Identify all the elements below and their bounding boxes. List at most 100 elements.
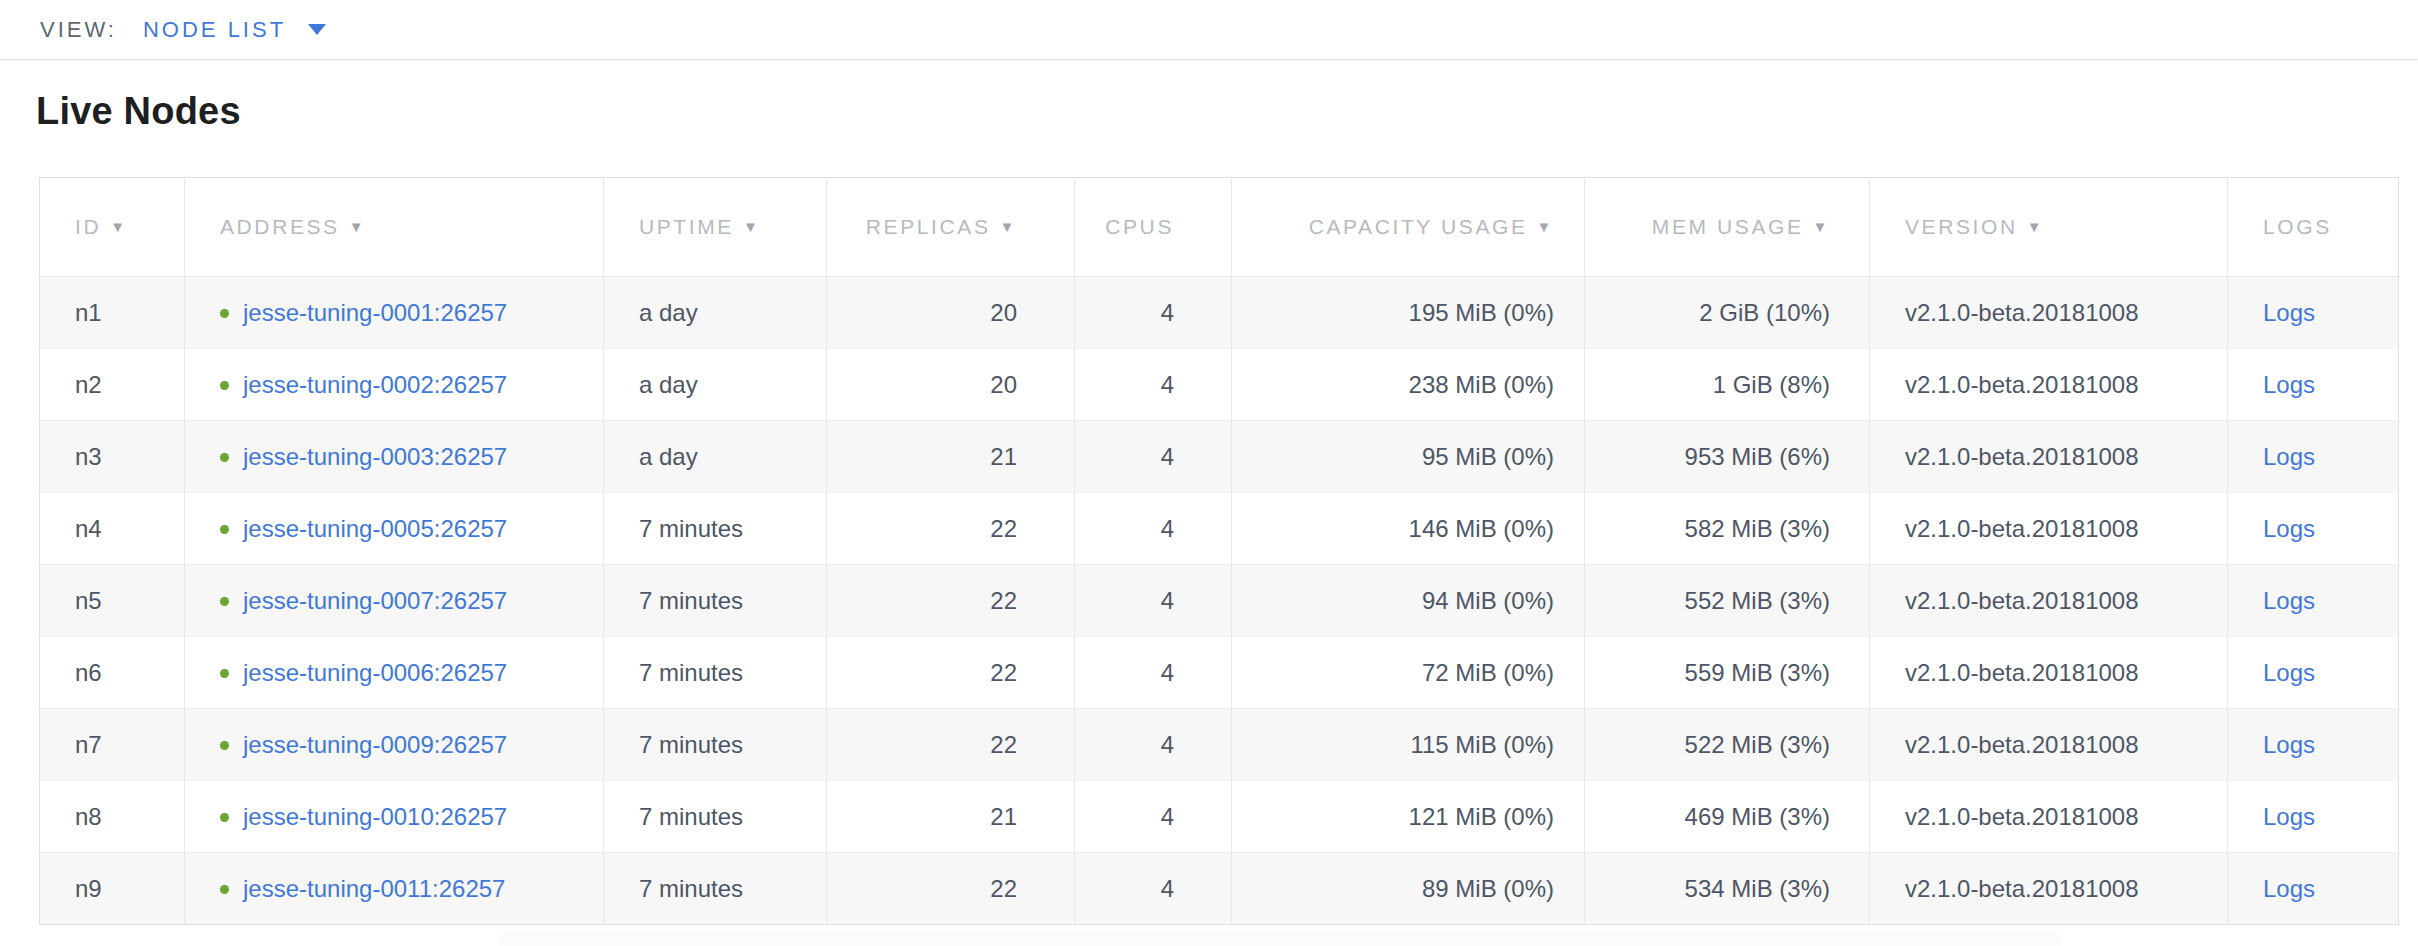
node-address-link[interactable]: jesse-tuning-0002:26257 (243, 371, 507, 398)
node-logs-link[interactable]: Logs (2263, 587, 2315, 614)
column-header-logs: LOGS (2228, 178, 2399, 277)
node-capacity-cell: 89 MiB (0%) (1232, 853, 1585, 925)
node-logs-cell: Logs (2228, 853, 2399, 925)
node-uptime-cell: 7 minutes (604, 565, 827, 637)
node-replicas-cell: 20 (827, 349, 1075, 421)
node-id-cell: n3 (40, 421, 185, 493)
live-status-dot-icon (220, 525, 229, 534)
node-mem-cell: 953 MiB (6%) (1585, 421, 1870, 493)
node-address-cell: jesse-tuning-0009:26257 (185, 709, 604, 781)
live-status-dot-icon (220, 453, 229, 462)
column-header-label: LOGS (2263, 215, 2332, 238)
node-address-cell: jesse-tuning-0003:26257 (185, 421, 604, 493)
live-status-dot-icon (220, 669, 229, 678)
node-replicas-cell: 21 (827, 421, 1075, 493)
node-replicas-cell: 21 (827, 781, 1075, 853)
table-row: n1 jesse-tuning-0001:26257 a day 20 4 19… (40, 277, 2399, 349)
node-capacity-cell: 72 MiB (0%) (1232, 637, 1585, 709)
node-uptime-cell: a day (604, 349, 827, 421)
live-status-dot-icon (220, 813, 229, 822)
node-logs-link[interactable]: Logs (2263, 659, 2315, 686)
column-header-capacity[interactable]: CAPACITY USAGE▼ (1232, 178, 1585, 277)
column-header-replicas[interactable]: REPLICAS▼ (827, 178, 1075, 277)
view-label: VIEW: (40, 17, 117, 43)
node-replicas-cell: 20 (827, 277, 1075, 349)
node-mem-cell: 522 MiB (3%) (1585, 709, 1870, 781)
table-row: n3 jesse-tuning-0003:26257 a day 21 4 95… (40, 421, 2399, 493)
sort-desc-icon: ▼ (1000, 218, 1017, 235)
column-header-mem[interactable]: MEM USAGE▼ (1585, 178, 1870, 277)
node-replicas-cell: 22 (827, 709, 1075, 781)
node-logs-link[interactable]: Logs (2263, 515, 2315, 542)
live-status-dot-icon (220, 597, 229, 606)
page-title: Live Nodes (36, 90, 2398, 133)
node-logs-link[interactable]: Logs (2263, 371, 2315, 398)
sort-desc-icon: ▼ (2027, 218, 2044, 235)
node-logs-link[interactable]: Logs (2263, 731, 2315, 758)
live-status-dot-icon (220, 309, 229, 318)
node-version-cell: v2.1.0-beta.20181008 (1870, 709, 2228, 781)
node-logs-cell: Logs (2228, 277, 2399, 349)
node-address-cell: jesse-tuning-0002:26257 (185, 349, 604, 421)
node-address-link[interactable]: jesse-tuning-0010:26257 (243, 803, 507, 830)
node-uptime-cell: 7 minutes (604, 709, 827, 781)
node-version-cell: v2.1.0-beta.20181008 (1870, 781, 2228, 853)
node-replicas-cell: 22 (827, 565, 1075, 637)
table-row: n4 jesse-tuning-0005:26257 7 minutes 22 … (40, 493, 2399, 565)
sort-desc-icon: ▼ (1813, 218, 1830, 235)
node-logs-cell: Logs (2228, 421, 2399, 493)
node-version-cell: v2.1.0-beta.20181008 (1870, 637, 2228, 709)
node-id-cell: n9 (40, 853, 185, 925)
node-uptime-cell: 7 minutes (604, 637, 827, 709)
node-address-link[interactable]: jesse-tuning-0001:26257 (243, 299, 507, 326)
node-logs-link[interactable]: Logs (2263, 875, 2315, 902)
table-row: n7 jesse-tuning-0009:26257 7 minutes 22 … (40, 709, 2399, 781)
node-mem-cell: 1 GiB (8%) (1585, 349, 1870, 421)
live-status-dot-icon (220, 381, 229, 390)
node-address-link[interactable]: jesse-tuning-0007:26257 (243, 587, 507, 614)
node-capacity-cell: 94 MiB (0%) (1232, 565, 1585, 637)
node-capacity-cell: 115 MiB (0%) (1232, 709, 1585, 781)
sort-desc-icon: ▼ (743, 218, 760, 235)
view-bar: VIEW: NODE LIST (0, 0, 2418, 60)
column-header-label: ID (75, 215, 101, 238)
column-header-label: CPUS (1105, 215, 1174, 238)
live-nodes-section: Live Nodes ID▼ADDRESS▼UPTIME▼REPLICAS▼CP… (0, 90, 2418, 925)
node-version-cell: v2.1.0-beta.20181008 (1870, 493, 2228, 565)
node-logs-link[interactable]: Logs (2263, 299, 2315, 326)
view-selector-dropdown[interactable]: NODE LIST (143, 17, 326, 43)
column-header-id[interactable]: ID ▼ (40, 178, 185, 277)
column-header-address[interactable]: ADDRESS▼ (185, 178, 604, 277)
node-address-link[interactable]: jesse-tuning-0011:26257 (243, 875, 505, 902)
node-address-cell: jesse-tuning-0010:26257 (185, 781, 604, 853)
node-cpus-cell: 4 (1075, 781, 1232, 853)
node-mem-cell: 552 MiB (3%) (1585, 565, 1870, 637)
node-version-cell: v2.1.0-beta.20181008 (1870, 565, 2228, 637)
node-id-cell: n8 (40, 781, 185, 853)
node-address-link[interactable]: jesse-tuning-0003:26257 (243, 443, 507, 470)
table-row: n6 jesse-tuning-0006:26257 7 minutes 22 … (40, 637, 2399, 709)
node-id-cell: n5 (40, 565, 185, 637)
node-address-cell: jesse-tuning-0001:26257 (185, 277, 604, 349)
node-capacity-cell: 195 MiB (0%) (1232, 277, 1585, 349)
table-row: n8 jesse-tuning-0010:26257 7 minutes 21 … (40, 781, 2399, 853)
column-header-label: UPTIME (639, 215, 734, 238)
table-header-row: ID▼ADDRESS▼UPTIME▼REPLICAS▼CPUSCAPACITY … (40, 178, 2399, 277)
node-version-cell: v2.1.0-beta.20181008 (1870, 853, 2228, 925)
column-header-version[interactable]: VERSION ▼ (1870, 178, 2228, 277)
column-header-label: VERSION (1905, 215, 2018, 238)
sort-desc-icon: ▼ (110, 218, 127, 235)
column-header-cpus: CPUS (1075, 178, 1232, 277)
node-logs-link[interactable]: Logs (2263, 443, 2315, 470)
live-status-dot-icon (220, 885, 229, 894)
node-mem-cell: 2 GiB (10%) (1585, 277, 1870, 349)
node-logs-cell: Logs (2228, 709, 2399, 781)
node-address-link[interactable]: jesse-tuning-0005:26257 (243, 515, 507, 542)
node-cpus-cell: 4 (1075, 565, 1232, 637)
node-address-link[interactable]: jesse-tuning-0006:26257 (243, 659, 507, 686)
column-header-uptime[interactable]: UPTIME ▼ (604, 178, 827, 277)
node-logs-link[interactable]: Logs (2263, 803, 2315, 830)
node-address-cell: jesse-tuning-0005:26257 (185, 493, 604, 565)
node-address-link[interactable]: jesse-tuning-0009:26257 (243, 731, 507, 758)
node-mem-cell: 559 MiB (3%) (1585, 637, 1870, 709)
